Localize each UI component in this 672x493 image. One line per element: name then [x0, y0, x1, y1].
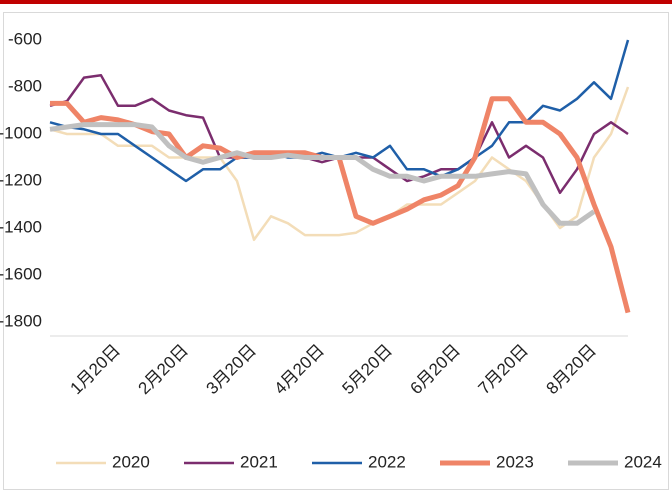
y-tick-label: -1200 — [0, 170, 42, 189]
y-tick-label: -1400 — [0, 217, 42, 236]
legend-label: 2023 — [496, 452, 534, 471]
x-tick-label: 2月20日 — [134, 341, 192, 399]
y-tick-label: -800 — [8, 76, 42, 95]
chart-frame — [3, 12, 669, 490]
x-tick-label: 6月20日 — [406, 341, 464, 399]
top-bar — [0, 0, 672, 4]
x-tick-label: 7月20日 — [474, 341, 532, 399]
x-tick-label: 5月20日 — [338, 341, 396, 399]
x-tick-label: 1月20日 — [66, 341, 124, 399]
y-tick-label: -1000 — [0, 123, 42, 142]
y-tick-label: -600 — [8, 29, 42, 48]
y-tick-label: -1800 — [0, 311, 42, 330]
legend-label: 2020 — [112, 452, 150, 471]
legend-label: 2024 — [624, 452, 662, 471]
y-tick-label: -1600 — [0, 264, 42, 283]
series-line — [49, 74, 629, 195]
x-tick-label: 8月20日 — [542, 341, 600, 399]
x-tick-label: 4月20日 — [270, 341, 328, 399]
legend-label: 2022 — [368, 452, 406, 471]
legend-label: 2021 — [240, 452, 278, 471]
x-tick-label: 3月20日 — [202, 341, 260, 399]
series-line — [49, 122, 596, 226]
